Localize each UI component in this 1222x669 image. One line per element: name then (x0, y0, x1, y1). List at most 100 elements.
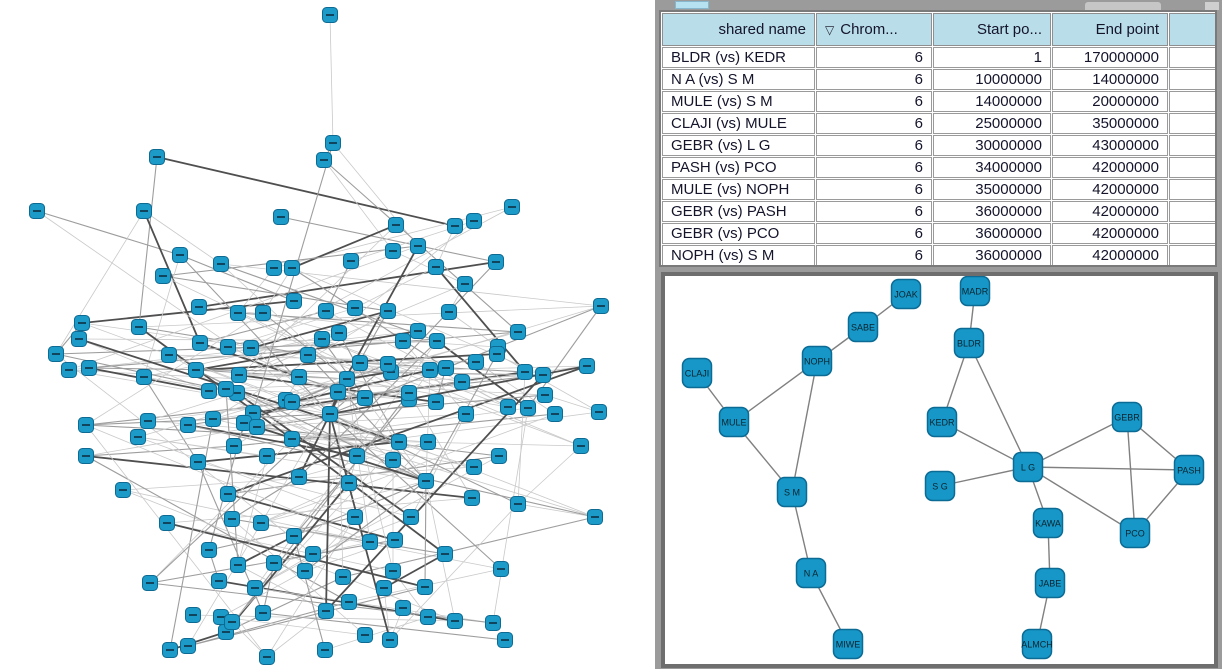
graph-edge[interactable] (227, 365, 588, 495)
cell-value[interactable]: 6.6 (1169, 69, 1215, 90)
graph-node[interactable] (136, 369, 152, 385)
graph-node[interactable] (255, 605, 271, 621)
graph-edge[interactable] (383, 553, 446, 589)
cell-value[interactable]: 8.4 (1169, 223, 1215, 244)
graph-edge[interactable] (147, 392, 238, 422)
graph-node[interactable] (316, 152, 332, 168)
graph-edge[interactable] (475, 361, 556, 415)
cell-value[interactable]: 36000000 (933, 245, 1051, 265)
graph-node[interactable] (395, 600, 411, 616)
graph-edge[interactable] (329, 413, 502, 570)
graph-node[interactable] (190, 454, 206, 470)
graph-node[interactable] (362, 534, 378, 550)
graph-edge[interactable] (291, 438, 446, 555)
graph-node[interactable] (573, 438, 589, 454)
graph-node[interactable] (429, 333, 445, 349)
graph-node[interactable] (249, 419, 265, 435)
graph-node[interactable] (266, 260, 282, 276)
graph-node-kedr[interactable]: KEDR (926, 406, 958, 438)
graph-node[interactable] (410, 323, 426, 339)
graph-edge[interactable] (81, 300, 295, 324)
graph-node[interactable] (380, 303, 396, 319)
graph-node[interactable] (205, 411, 221, 427)
table-row[interactable]: MULE (vs) S M614000000200000007.5 (662, 91, 1215, 112)
graph-node[interactable] (220, 339, 236, 355)
graph-edge[interactable] (212, 310, 389, 420)
graph-node[interactable] (535, 367, 551, 383)
graph-node[interactable] (162, 642, 178, 658)
graph-edge[interactable] (143, 210, 222, 265)
graph-edge[interactable] (250, 206, 513, 349)
graph-edge[interactable] (254, 455, 500, 589)
selected-network-panel[interactable]: JOAK MADR SABE BLDR NOPH CLAJI KEDR GEBR MULE L G… (661, 272, 1218, 668)
graph-node[interactable] (273, 209, 289, 225)
graph-edge[interactable] (323, 159, 394, 252)
graph-edge[interactable] (291, 438, 582, 447)
cell-shared-name[interactable]: PASH (vs) PCO (662, 157, 815, 178)
graph-node[interactable] (180, 638, 196, 654)
graph-edge[interactable] (156, 156, 456, 227)
graph-edge[interactable] (321, 338, 366, 399)
graph-node[interactable] (441, 304, 457, 320)
graph-edge[interactable] (291, 378, 348, 403)
graph-node[interactable] (357, 390, 373, 406)
graph-edge[interactable] (408, 392, 473, 499)
graph-node-miwe[interactable]: MIWE (832, 628, 864, 660)
graph-node-gebr[interactable]: GEBR (1111, 401, 1143, 433)
graph-node[interactable] (266, 555, 282, 571)
cell-value[interactable]: 42000000 (1052, 157, 1168, 178)
graph-node[interactable] (300, 347, 316, 363)
graph-edge[interactable] (325, 413, 331, 612)
graph-node[interactable] (457, 276, 473, 292)
graph-edge[interactable] (304, 539, 396, 572)
cell-value[interactable]: 6 (816, 69, 932, 90)
graph-edge[interactable] (36, 210, 331, 415)
graph-node[interactable] (447, 218, 463, 234)
graph-edge[interactable] (220, 616, 366, 636)
graph-node[interactable] (115, 482, 131, 498)
cell-value[interactable]: 20000000 (1052, 91, 1168, 112)
table-row[interactable]: MULE (vs) NOPH6350000004200000010.5 (662, 179, 1215, 200)
graph-edge[interactable] (137, 436, 427, 482)
graph-edge[interactable] (85, 413, 331, 457)
graph-node-mule[interactable]: MULE (718, 406, 750, 438)
graph-node[interactable] (185, 607, 201, 623)
cell-value[interactable]: 10000000 (933, 69, 1051, 90)
graph-node[interactable] (420, 609, 436, 625)
graph-edge[interactable] (36, 210, 181, 256)
graph-node[interactable] (29, 203, 45, 219)
graph-edge[interactable] (199, 310, 327, 344)
filter-icon[interactable]: ▽ (825, 23, 835, 37)
graph-edge[interactable] (225, 374, 544, 390)
graph-node[interactable] (391, 434, 407, 450)
graph-node[interactable] (517, 364, 533, 380)
cell-value[interactable]: 6 (816, 245, 932, 265)
graph-node[interactable] (318, 603, 334, 619)
graph-edge[interactable] (337, 391, 344, 578)
graph-node[interactable] (247, 580, 263, 596)
graph-node[interactable] (191, 299, 207, 315)
graph-edge[interactable] (448, 311, 499, 348)
graph-node[interactable] (259, 448, 275, 464)
graph-node-bldr[interactable]: BLDR (953, 327, 985, 359)
cell-shared-name[interactable]: NOPH (vs) S M (662, 245, 815, 265)
graph-node-joak[interactable]: JOAK (890, 278, 922, 310)
cell-value[interactable]: 9.9 (1169, 245, 1215, 265)
column-header-chrom-[interactable]: ▽ Chrom... (816, 13, 932, 46)
graph-edge[interactable] (1027, 466, 1190, 471)
graph-edge[interactable] (424, 480, 427, 588)
graph-node[interactable] (385, 452, 401, 468)
table-row[interactable]: NOPH (vs) S M636000000420000009.9 (662, 245, 1215, 265)
graph-node[interactable] (485, 615, 501, 631)
graph-edge[interactable] (1027, 416, 1128, 468)
graph-edge[interactable] (197, 461, 412, 518)
graph-node[interactable] (78, 417, 94, 433)
graph-node[interactable] (71, 331, 87, 347)
graph-node[interactable] (142, 575, 158, 591)
graph-edge[interactable] (291, 267, 447, 369)
selected-network-canvas[interactable]: JOAK MADR SABE BLDR NOPH CLAJI KEDR GEBR MULE L G… (665, 276, 1214, 664)
graph-edge[interactable] (338, 332, 400, 443)
cell-value[interactable]: 42000000 (1052, 223, 1168, 244)
graph-node[interactable] (255, 305, 271, 321)
graph-node[interactable] (418, 473, 434, 489)
